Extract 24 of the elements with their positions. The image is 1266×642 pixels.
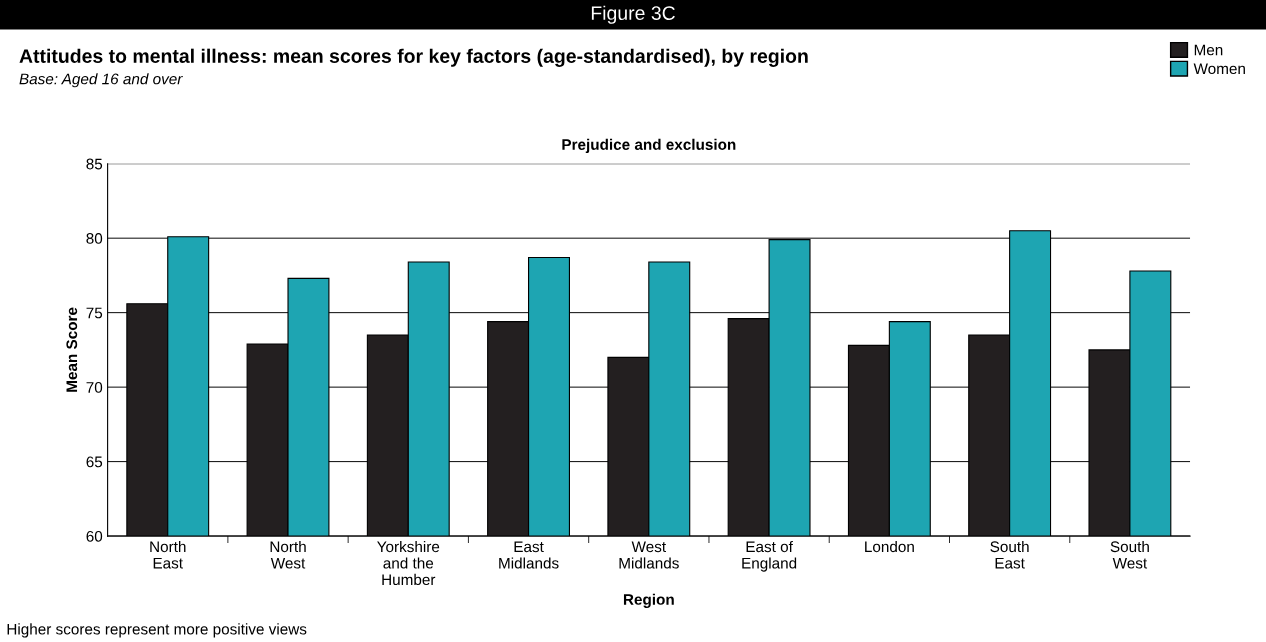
x-tick-label: Yorkshire and the Humber — [377, 540, 440, 586]
x-tick-label: West Midlands — [619, 541, 679, 569]
x-tick-label: South East — [990, 540, 1029, 569]
text: Higher scores represent more positive views — [7, 623, 307, 638]
x-tick-label: East Midlands — [499, 541, 559, 569]
x-tick-label: London — [865, 540, 914, 553]
legend-label: Women — [1193, 63, 1245, 75]
y-tick-label: 85 — [86, 158, 103, 170]
legend-label: Men — [1194, 44, 1223, 56]
text: Prejudice and exclusion — [562, 138, 736, 153]
x-tick-label: North West — [270, 540, 306, 569]
y-axis-title: Mean Score — [66, 307, 78, 392]
y-tick-label: 80 — [86, 233, 103, 244]
x-tick-label: East of England — [742, 540, 797, 572]
x-axis-title: Region — [623, 593, 674, 608]
caption: Figure 3C — [591, 5, 675, 24]
x-tick-label: North East — [150, 540, 186, 569]
y-tick-label: 70 — [86, 381, 103, 393]
chart-subtitle: Base: Aged 16 and over — [19, 73, 183, 88]
y-tick-label: 75 — [86, 307, 103, 319]
y-tick-label: 65 — [86, 456, 103, 468]
y-tick-label: 60 — [86, 530, 103, 542]
x-tick-label: South West — [1110, 540, 1149, 569]
chart-title: Attitudes to mental illness: mean scores for key factors (age-standardised), by region — [19, 48, 808, 67]
